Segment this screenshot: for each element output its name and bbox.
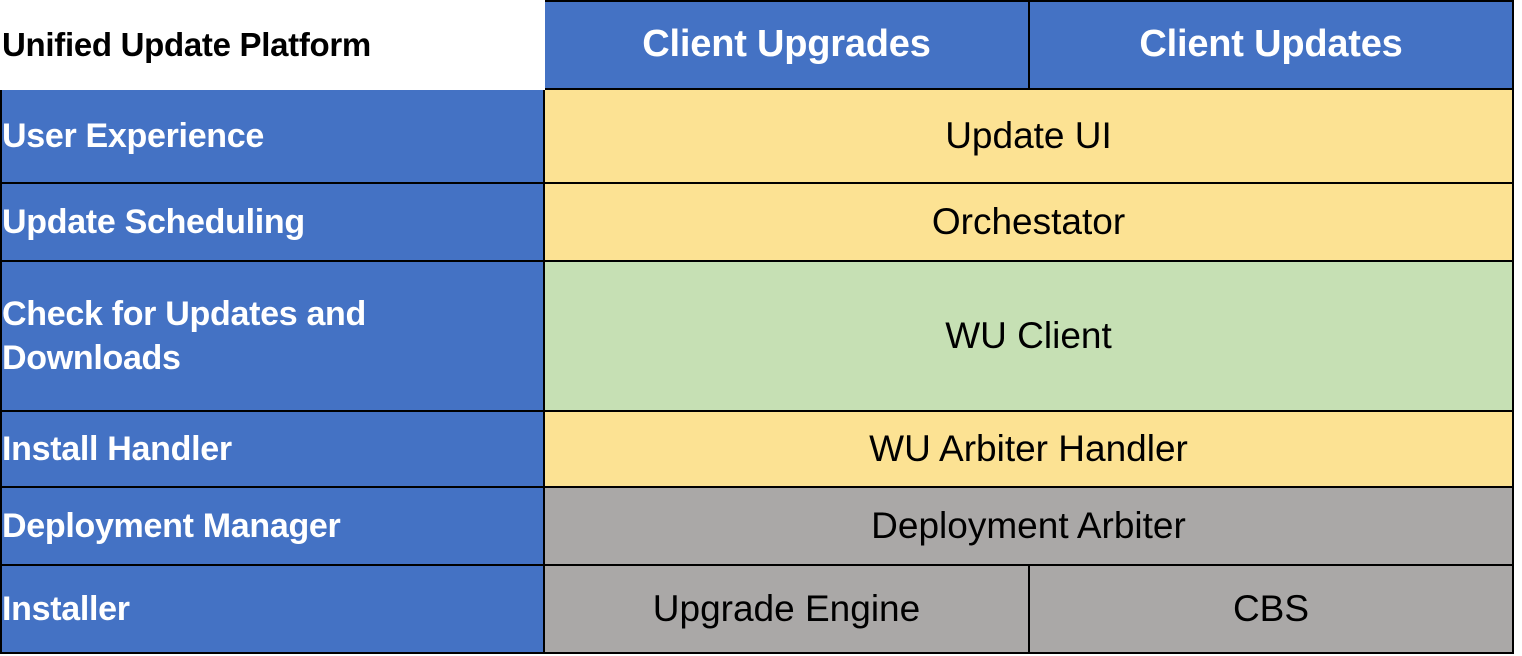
row-label-deployment-manager: Deployment Manager: [0, 486, 545, 566]
column-header-client-upgrades: Client Upgrades: [543, 0, 1030, 90]
table-row: Installer Upgrade Engine CBS: [0, 564, 1514, 654]
row-label-installer: Installer: [0, 564, 545, 654]
table-header-row: Unified Update Platform Client Upgrades …: [0, 0, 1514, 90]
row-label-user-experience: User Experience: [0, 88, 545, 184]
column-header-client-updates: Client Updates: [1028, 0, 1514, 90]
row-label-line-1: Check for Updates and: [2, 294, 366, 333]
row-label-update-scheduling: Update Scheduling: [0, 182, 545, 262]
cell-deployment-arbiter: Deployment Arbiter: [543, 486, 1514, 566]
table-row: Update Scheduling Orchestator: [0, 182, 1514, 262]
table-row: Install Handler WU Arbiter Handler: [0, 410, 1514, 488]
cell-orchestator: Orchestator: [543, 182, 1514, 262]
cell-cbs: CBS: [1028, 564, 1514, 654]
row-label-line-2: Downloads: [2, 339, 181, 377]
row-label-install-handler: Install Handler: [0, 410, 545, 488]
cell-update-ui: Update UI: [543, 88, 1514, 184]
row-label-check-for-updates-and-downloads: Check for Updates and Downloads: [0, 260, 545, 412]
cell-wu-client: WU Client: [543, 260, 1514, 412]
table-row: Check for Updates and Downloads WU Clien…: [0, 260, 1514, 412]
table-row: User Experience Update UI: [0, 88, 1514, 184]
cell-wu-arbiter-handler: WU Arbiter Handler: [543, 410, 1514, 488]
page-title: Unified Update Platform: [0, 0, 545, 90]
cell-upgrade-engine: Upgrade Engine: [543, 564, 1030, 654]
table-row: Deployment Manager Deployment Arbiter: [0, 486, 1514, 566]
